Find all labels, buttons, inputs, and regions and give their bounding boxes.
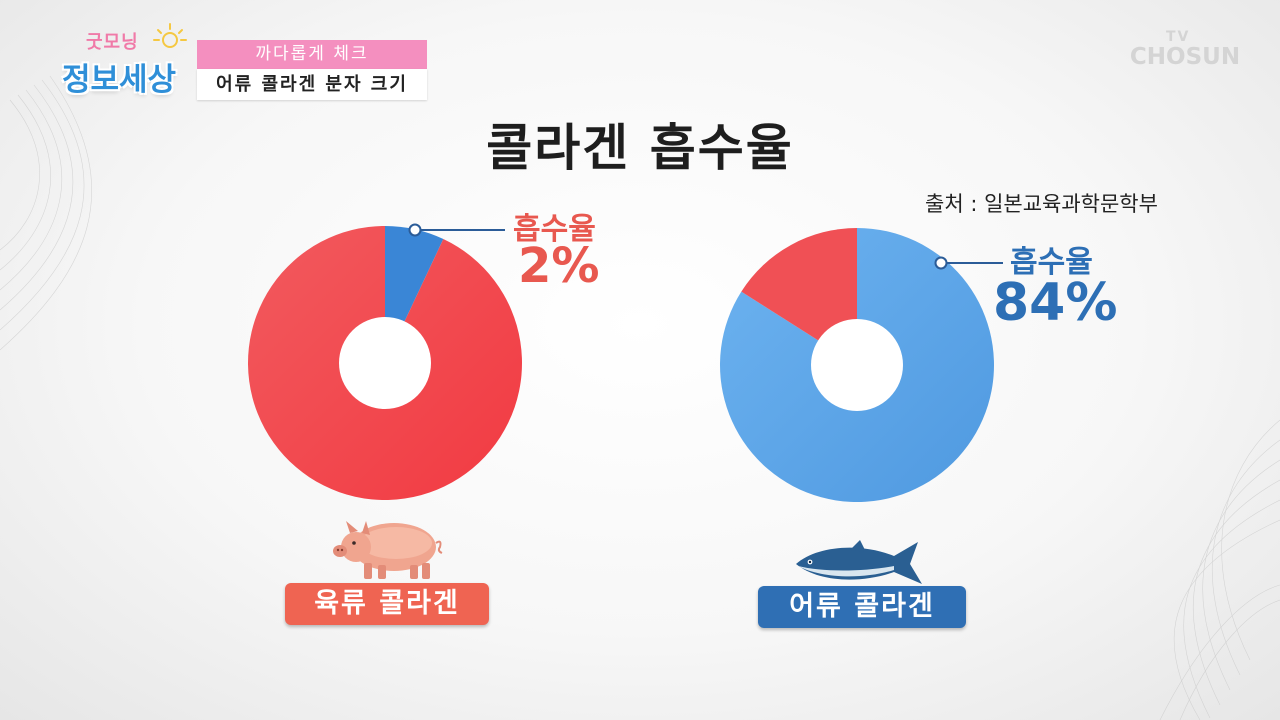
- callout-line-meat: [408, 223, 505, 237]
- segment-topic: 어류 콜라겐 분자 크기: [197, 69, 427, 100]
- chart-title: 콜라겐 흡수율: [486, 119, 794, 177]
- sun-icon: [153, 23, 187, 48]
- callout-line-fish: [934, 256, 1003, 270]
- donut-hole-fish: [811, 319, 903, 411]
- broadcaster-tv: TV: [1166, 29, 1191, 45]
- broadcaster-name: CHOSUN: [1129, 44, 1241, 70]
- meat-collagen-label: 육류 콜라겐: [285, 583, 489, 625]
- segment-tag: 까다롭게 체크 어류 콜라겐 분자 크기: [197, 40, 427, 100]
- show-logo: 굿모닝 정보세상: [56, 18, 196, 118]
- fish-absorption-label: 흡수율: [1010, 245, 1093, 280]
- fish-absorption-value: 84%: [993, 273, 1118, 333]
- donut-hole-meat: [339, 317, 431, 409]
- meat-absorption-value: 2%: [518, 238, 600, 294]
- meat-absorption-label: 흡수율: [513, 212, 596, 247]
- donut-meat: [247, 226, 522, 500]
- chart-source: 출처 : 일본교육과학문학부: [925, 192, 1158, 216]
- broadcaster-logo: TV CHOSUN: [1122, 30, 1248, 70]
- segment-category: 까다롭게 체크: [197, 40, 427, 69]
- pig-icon: [333, 521, 443, 579]
- fish-collagen-label: 어류 콜라겐: [758, 586, 966, 628]
- logo-line2: 정보세상: [62, 62, 177, 98]
- logo-line1: 굿모닝: [86, 32, 139, 53]
- fish-icon: [796, 540, 922, 584]
- donut-fish: [720, 228, 994, 502]
